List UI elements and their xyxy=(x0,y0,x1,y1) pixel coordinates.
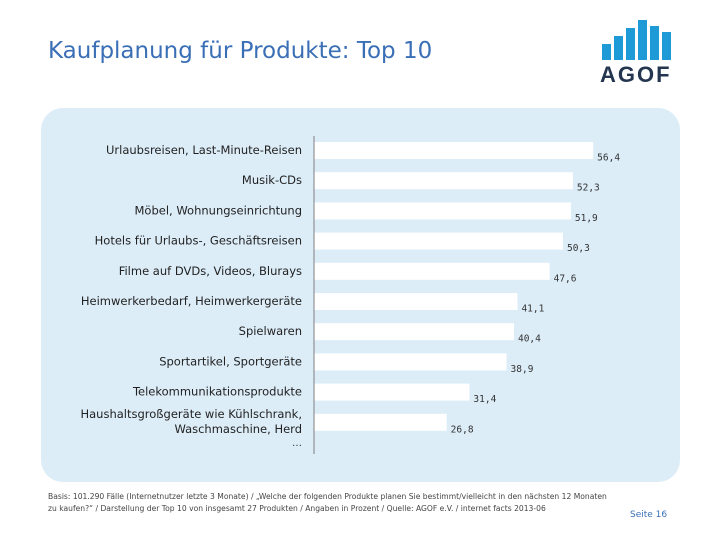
value-label: 41,1 xyxy=(521,304,544,315)
category-label: Telekommunikationsprodukte xyxy=(132,385,302,399)
more-indicator: … xyxy=(292,438,302,449)
bar xyxy=(314,232,563,250)
category-label: Filme auf DVDs, Videos, Blurays xyxy=(119,264,302,278)
value-label: 50,3 xyxy=(567,243,590,254)
value-label: 56,4 xyxy=(597,153,620,164)
bar-chart: Urlaubsreisen, Last-Minute-Reisen 56,4 Mus… xyxy=(80,136,620,454)
value-label: 31,4 xyxy=(473,394,496,405)
bar xyxy=(314,323,514,341)
agof-logo: AGOF xyxy=(600,18,674,86)
category-label: Spielwaren xyxy=(239,324,302,338)
source-footnote: Basis: 101.290 Fälle (Internetnutzer let… xyxy=(48,492,607,513)
value-label: 38,9 xyxy=(511,364,534,375)
bar xyxy=(314,202,571,220)
bar xyxy=(314,413,447,431)
bar xyxy=(314,262,550,280)
category-label: Heimwerkerbedarf, Heimwerkergeräte xyxy=(81,294,302,308)
bar xyxy=(314,383,470,401)
logo-bar xyxy=(638,20,647,60)
value-label: 47,6 xyxy=(554,273,577,284)
category-label: Hotels für Urlaubs-, Geschäftsreisen xyxy=(95,234,302,248)
logo-bar xyxy=(662,32,671,60)
logo-bar xyxy=(650,26,659,60)
logo-text: AGOF xyxy=(600,62,672,87)
value-label: 40,4 xyxy=(518,334,541,345)
bar xyxy=(314,172,573,190)
bar xyxy=(314,142,594,159)
category-label: Haushaltsgroßgeräte wie Kühlschrank, Wasc… xyxy=(80,407,302,436)
page-title: Kaufplanung für Produkte: Top 10 xyxy=(48,38,433,64)
logo-bar xyxy=(626,28,635,60)
logo-bar xyxy=(602,44,611,60)
chart-panel: Urlaubsreisen, Last-Minute-Reisen 56,4 Mus… xyxy=(41,108,680,482)
bar xyxy=(314,293,518,310)
category-label: Urlaubsreisen, Last-Minute-Reisen xyxy=(106,143,302,157)
bar xyxy=(314,353,507,371)
category-label: Musik-CDs xyxy=(242,173,302,187)
category-label: Möbel, Wohnungseinrichtung xyxy=(135,203,303,217)
logo-bar xyxy=(614,36,623,60)
category-label: Sportartikel, Sportgeräte xyxy=(159,354,302,368)
value-label: 51,9 xyxy=(575,213,598,224)
value-label: 26,8 xyxy=(451,424,474,435)
page-number: Seite 16 xyxy=(630,510,668,520)
value-label: 52,3 xyxy=(577,183,600,194)
